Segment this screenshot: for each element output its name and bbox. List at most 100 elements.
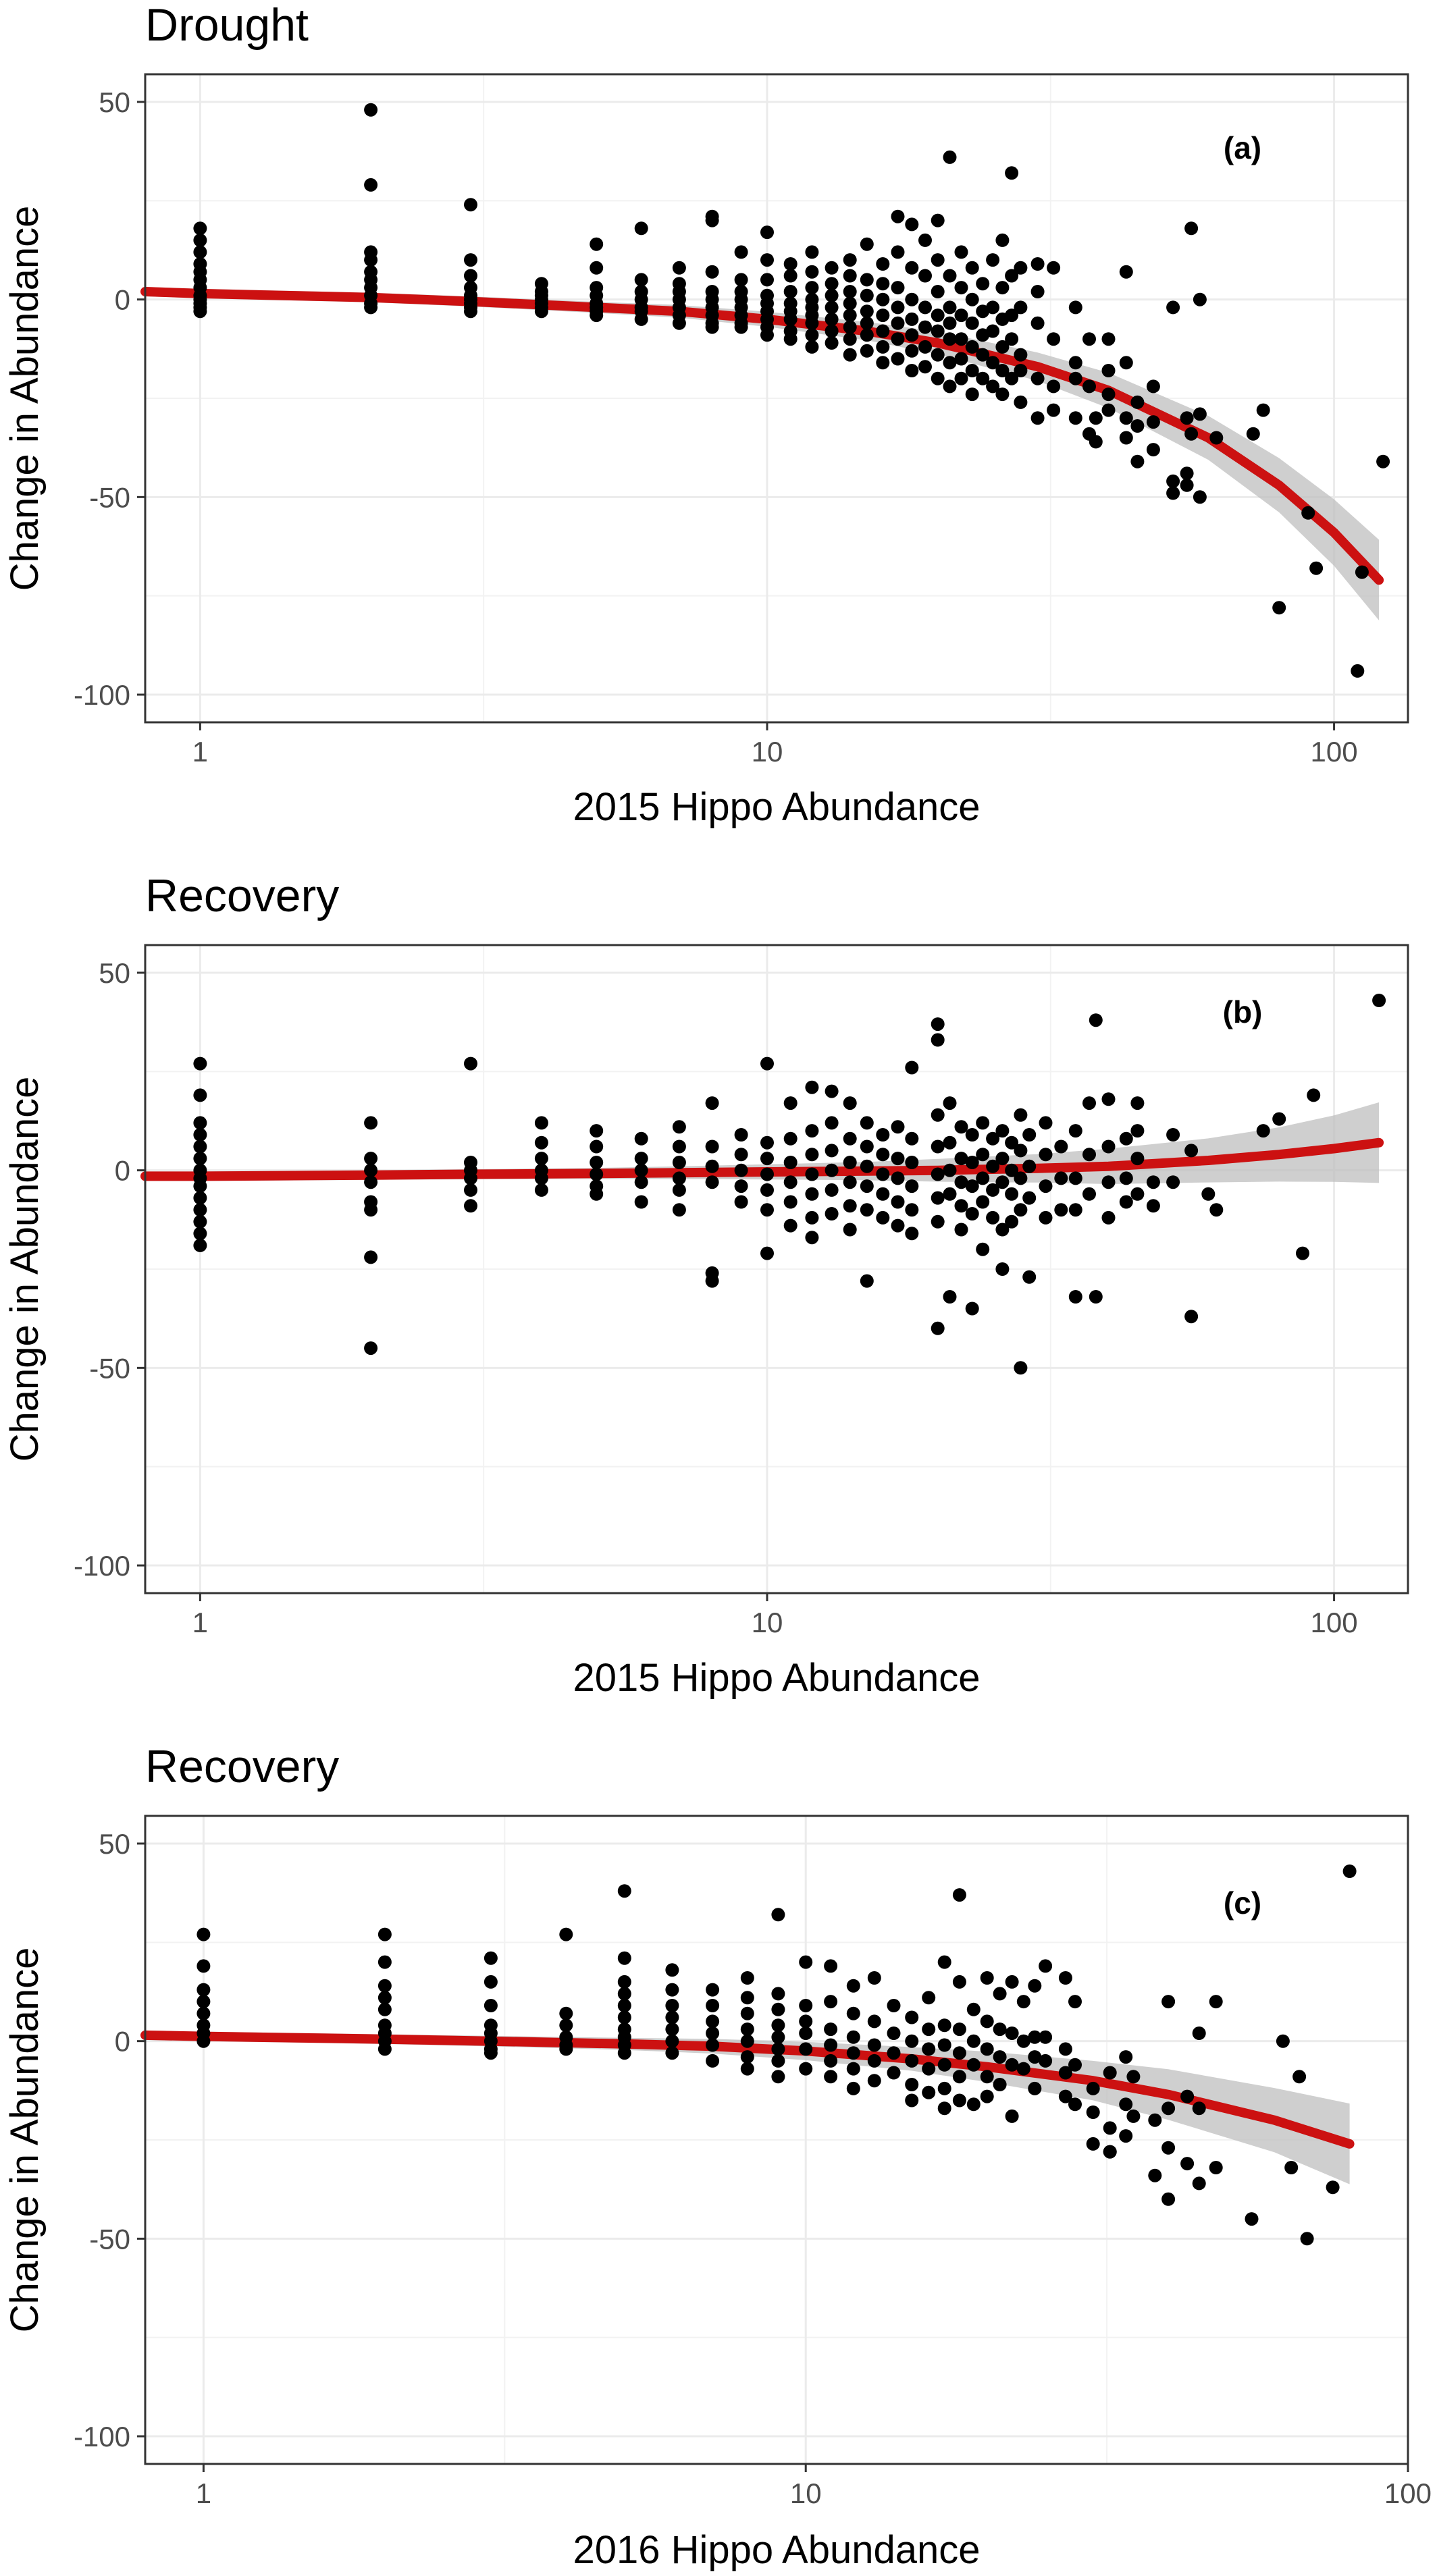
data-point [954,308,968,323]
data-point [876,1128,890,1142]
data-point [1047,332,1061,346]
panel-c: Recovery 50 0 -50 -100 1 10 100 (c) 2016 Hipp… [3,1741,1432,2572]
data-point [705,1175,719,1189]
data-point [665,2010,679,2024]
data-point [1209,1203,1224,1217]
data-point [1119,2050,1133,2064]
data-point [706,1983,720,1997]
data-point [534,1152,548,1166]
data-point [954,1199,968,1213]
data-point [905,2034,919,2048]
data-point [825,1144,839,1158]
data-point [922,2042,936,2056]
data-point [1068,371,1082,385]
data-point [954,1120,968,1134]
data-point [891,300,905,315]
data-point [876,277,890,291]
data-point [1148,2168,1162,2182]
data-point [1192,2101,1206,2116]
data-point [891,1218,905,1233]
data-point [590,1139,604,1154]
data-point [1372,994,1386,1007]
data-point [980,2042,994,2056]
data-point [891,1152,905,1166]
data-point [590,237,604,251]
data-point [760,1183,774,1197]
data-point [1201,1187,1216,1201]
data-point [364,1250,378,1264]
data-point [995,281,1010,295]
data-point [1068,1995,1082,2009]
data-point [534,304,548,319]
data-point [705,265,719,279]
data-point [1068,1171,1082,1185]
data-point [771,2002,785,2016]
data-point [705,1274,719,1288]
data-point [905,2078,919,2091]
data-point [905,1061,919,1075]
data-point [1180,466,1194,481]
data-point [876,1148,890,1162]
data-point [634,312,648,326]
data-point [918,300,932,315]
data-point [1166,1128,1180,1142]
data-point [1166,1175,1180,1189]
data-point [1130,1152,1145,1166]
panel-a-y-tick-label: 0 [115,284,130,316]
data-point [534,1183,548,1197]
data-point [1272,601,1286,615]
data-point [1103,2145,1117,2159]
data-point [954,245,968,259]
data-point [665,1999,679,2012]
data-point [995,1175,1010,1189]
data-point [993,2050,1007,2064]
panel-b-x-tick-label: 1 [192,1607,208,1638]
data-point [1130,454,1145,468]
data-point [843,348,857,362]
data-point [1086,2137,1100,2151]
data-point [1300,2232,1314,2246]
data-point [891,245,905,259]
data-point [995,340,1010,354]
data-point [846,1979,860,1993]
data-point [931,1191,945,1205]
data-point [805,1231,819,1245]
data-point [617,2046,631,2060]
data-point [1246,427,1260,441]
data-point [1180,478,1194,492]
data-point [980,2089,994,2103]
data-point [954,332,968,346]
data-point [1022,1159,1037,1173]
data-point [464,1171,477,1185]
data-point [1005,371,1019,385]
data-point [952,2070,966,2084]
data-point [825,1207,839,1220]
data-point [943,300,957,315]
data-point [1376,454,1390,468]
data-point [843,296,857,311]
data-point [1047,403,1061,417]
data-point [377,1927,392,1941]
data-point [1119,2097,1133,2112]
data-point [986,324,1000,338]
panel-a-points [193,103,1390,678]
panel-c-x-axis-label: 2016 Hippo Abundance [573,2528,980,2572]
data-point [995,387,1010,402]
data-point [1054,1203,1068,1217]
data-point [1058,2089,1072,2103]
data-point [1014,300,1028,315]
data-point [931,1033,945,1047]
data-point [1014,261,1028,275]
data-point [846,2046,860,2060]
data-point [1016,1995,1030,2009]
data-point [1014,1361,1028,1375]
data-point [1005,1163,1019,1177]
data-point [1005,2058,1019,2072]
data-point [905,328,919,342]
data-point [1103,2066,1117,2080]
data-point [672,1183,686,1197]
data-point [918,233,932,247]
data-point [954,352,968,366]
data-point [1028,2030,1042,2044]
data-point [887,2027,901,2040]
